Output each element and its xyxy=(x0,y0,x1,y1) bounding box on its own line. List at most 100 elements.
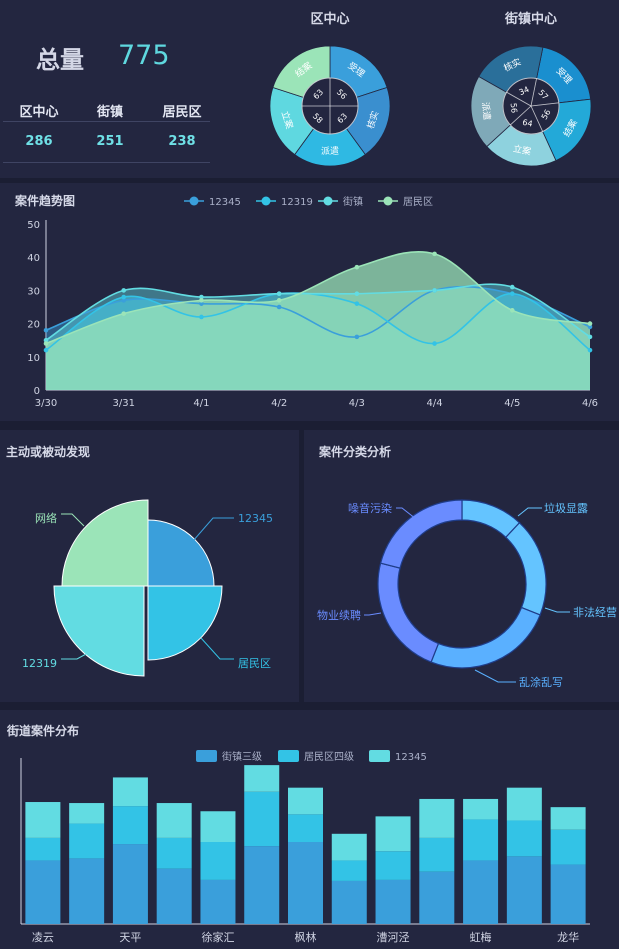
x-tick-label: 天平 xyxy=(119,931,141,944)
slice-label: 居民区 xyxy=(238,657,271,670)
inner-sector-value: 56 xyxy=(509,102,519,113)
slice-leader-line xyxy=(517,507,542,517)
legend-label: 12345 xyxy=(395,752,427,763)
data-point xyxy=(199,298,204,303)
bar-segment xyxy=(69,803,105,824)
legend-marker xyxy=(278,750,299,762)
bar-segment xyxy=(331,860,367,881)
y-tick-label: 40 xyxy=(27,253,40,264)
inner-sector xyxy=(506,77,538,107)
slice-leader-line xyxy=(200,637,234,660)
data-point xyxy=(354,264,360,270)
data-point xyxy=(199,301,204,306)
bar-segment xyxy=(112,806,148,845)
data-point xyxy=(121,311,127,316)
trend-chart-title: 案件趋势图 xyxy=(15,194,76,208)
data-point xyxy=(587,334,593,340)
bar-segment xyxy=(506,820,542,857)
discovery-pie-chart[interactable]: 12345 居民区 12319 网络 xyxy=(0,430,299,702)
x-tick-label: 枫林 xyxy=(295,930,317,944)
bar-segment xyxy=(244,765,280,792)
bar-segment xyxy=(550,807,586,830)
data-point xyxy=(587,321,593,326)
data-point xyxy=(354,334,360,340)
bar-segment xyxy=(331,833,367,861)
inner-ring-border xyxy=(502,77,560,135)
bar-segment xyxy=(244,846,280,924)
data-point xyxy=(354,301,360,306)
bar-segment xyxy=(200,879,236,924)
inner-sector-value: 57 xyxy=(536,88,550,102)
street-chart-title: 街道案件分布 xyxy=(7,724,80,738)
series-area xyxy=(46,251,590,390)
data-point xyxy=(43,341,49,346)
inner-sector xyxy=(329,105,359,135)
outer-sector-label: 派遣 xyxy=(321,145,339,157)
bar-segment xyxy=(288,814,323,842)
bar-segment xyxy=(506,856,542,924)
donut-slice xyxy=(430,606,541,669)
data-point xyxy=(509,291,515,297)
y-tick-label: 0 xyxy=(34,386,40,397)
data-point xyxy=(432,288,437,293)
outer-sector-label: 立案 xyxy=(512,142,532,157)
bar-segment xyxy=(375,879,411,924)
slice-leader-line xyxy=(474,669,516,683)
data-point xyxy=(509,284,515,290)
y-tick-label: 20 xyxy=(27,320,40,331)
inner-sector-value: 56 xyxy=(335,88,349,102)
data-point xyxy=(432,251,437,257)
pie-slice xyxy=(147,519,215,587)
discovery-chart-title: 主动或被动发现 xyxy=(6,445,91,459)
stat-label-town: 街镇 xyxy=(96,105,123,120)
town-pie-title: 街镇中心 xyxy=(504,12,557,27)
bar-segment xyxy=(156,868,192,924)
bar-segment xyxy=(463,860,499,924)
inner-sector-value: 63 xyxy=(312,88,326,102)
data-point xyxy=(43,327,49,333)
series-line xyxy=(45,250,591,345)
stat-value-town: 251 xyxy=(96,134,124,149)
legend-marker xyxy=(189,196,199,206)
donut-slice xyxy=(377,562,440,663)
inner-sector xyxy=(301,77,331,107)
bar-segment xyxy=(69,823,105,859)
bar-segment xyxy=(550,864,586,924)
x-tick-label: 4/2 xyxy=(271,398,287,409)
bar-segment xyxy=(419,798,455,838)
slice-label: 噪音污染 xyxy=(348,501,392,515)
legend-marker xyxy=(196,750,217,762)
data-point xyxy=(199,294,204,300)
stat-value-district: 286 xyxy=(25,134,53,149)
x-tick-label: 4/3 xyxy=(349,398,365,409)
x-tick-label: 4/6 xyxy=(582,398,598,409)
trend-area-chart[interactable]: 0 10 20 30 40 50 3/30 3/31 4/1 4/2 4/3 4/4 4/5 4/6 123… xyxy=(0,183,619,421)
bar-segment xyxy=(331,880,367,924)
data-point xyxy=(276,304,282,310)
legend-label: 居民区 xyxy=(403,196,433,208)
summary-panel: 总量 775 区中心 街镇 居民区 286 251 238 区中心 街镇中心 受… xyxy=(0,0,619,178)
inner-sector-value: 64 xyxy=(522,118,534,129)
inner-sector-value: 34 xyxy=(518,85,531,97)
classification-chart-title: 案件分类分析 xyxy=(319,445,392,459)
donut-slice xyxy=(504,521,547,616)
inner-sector-value: 63 xyxy=(336,112,350,126)
bar-segment xyxy=(69,858,105,924)
summary-divider xyxy=(3,121,210,122)
data-point xyxy=(354,291,360,297)
slice-leader-line xyxy=(192,517,234,542)
bar-segment xyxy=(288,842,323,924)
street-stacked-bar-chart[interactable]: 凌云 天平 徐家汇 枫林 漕河泾 虹梅 龙华 街镇三级 居民区四级 12345 xyxy=(0,710,619,949)
data-point xyxy=(199,314,204,320)
pie-slice xyxy=(53,585,145,677)
slice-label: 网络 xyxy=(35,511,57,525)
slice-label: 非法经营 xyxy=(573,605,617,619)
slice-label: 垃圾显露 xyxy=(544,501,588,515)
x-tick-label: 4/1 xyxy=(193,398,209,409)
bar-segment xyxy=(506,787,542,821)
data-point xyxy=(121,288,127,293)
bar-segment xyxy=(25,802,61,838)
